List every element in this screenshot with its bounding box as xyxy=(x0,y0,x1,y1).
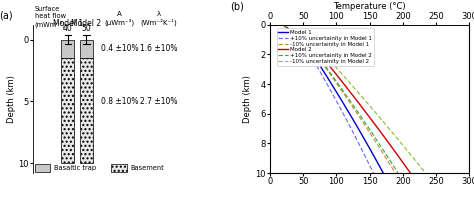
-10% uncertainity in Model 2 xyxy=(358,95,364,97)
Model 1 xyxy=(381,172,386,174)
Model 1 xyxy=(280,23,286,26)
Line: -10% uncertainity in Model 1: -10% uncertainity in Model 1 xyxy=(283,25,395,173)
Model 2 xyxy=(388,145,394,147)
-10% uncertainity in Model 1 xyxy=(376,145,382,147)
Model 1 xyxy=(378,168,384,171)
X-axis label: Temperature (°C): Temperature (°C) xyxy=(333,2,406,11)
-10% uncertainity in Model 1 xyxy=(343,95,348,97)
Model 1 xyxy=(341,104,347,106)
+10% uncertainity in Model 1 xyxy=(357,145,363,147)
-10% uncertainity in Model 2 xyxy=(280,23,286,26)
Text: Surface
heat flow
(mWm⁻²): Surface heat flow (mWm⁻²) xyxy=(35,6,66,28)
Text: A
(μWm⁻³): A (μWm⁻³) xyxy=(104,11,135,26)
+10% uncertainity in Model 2 xyxy=(393,168,399,171)
+10% uncertainity in Model 2 xyxy=(356,112,361,114)
-10% uncertainity in Model 2 xyxy=(420,168,426,171)
Y-axis label: Depth (km): Depth (km) xyxy=(7,75,16,123)
-10% uncertainity in Model 2 xyxy=(423,172,428,174)
Text: 50: 50 xyxy=(82,24,91,33)
Model 2 xyxy=(350,94,356,96)
+10% uncertainity in Model 1 xyxy=(280,23,286,26)
Bar xyxy=(35,164,50,172)
-10% uncertainity in Model 2 xyxy=(373,112,379,114)
Bar xyxy=(80,40,93,58)
+10% uncertainity in Model 1 xyxy=(331,95,337,97)
Text: Basement: Basement xyxy=(130,165,164,171)
+10% uncertainity in Model 1 xyxy=(336,104,341,106)
+10% uncertainity in Model 2 xyxy=(395,172,401,174)
Line: +10% uncertainity in Model 1: +10% uncertainity in Model 1 xyxy=(283,25,374,173)
Y-axis label: Depth (km): Depth (km) xyxy=(244,75,253,123)
Line: Model 1: Model 1 xyxy=(283,25,383,173)
+10% uncertainity in Model 1 xyxy=(371,172,376,174)
Model 2 xyxy=(357,104,363,106)
+10% uncertainity in Model 2 xyxy=(378,145,383,147)
Legend: Model 1, +10% uncertainity in Model 1, -10% uncertainity in Model 1, Model 2, +1: Model 1, +10% uncertainity in Model 1, -… xyxy=(277,28,374,66)
Text: λ
(Wm⁻²K⁻¹): λ (Wm⁻²K⁻¹) xyxy=(140,11,177,26)
-10% uncertainity in Model 1 xyxy=(354,112,360,114)
-10% uncertainity in Model 2 xyxy=(401,145,407,147)
Bar xyxy=(61,58,74,163)
Text: 0.8 ±10%: 0.8 ±10% xyxy=(100,97,138,106)
Model 1 xyxy=(365,145,371,147)
+10% uncertainity in Model 2 xyxy=(350,104,356,106)
-10% uncertainity in Model 1 xyxy=(390,168,396,171)
+10% uncertainity in Model 1 xyxy=(369,168,374,171)
Text: Basaltic trap: Basaltic trap xyxy=(54,165,96,171)
Text: Model 1: Model 1 xyxy=(53,19,82,28)
Bar xyxy=(61,40,74,58)
+10% uncertainity in Model 2 xyxy=(344,95,350,97)
Model 1 xyxy=(336,95,342,97)
Model 1 xyxy=(346,112,352,114)
Model 2 xyxy=(405,168,410,171)
-10% uncertainity in Model 1 xyxy=(392,172,398,174)
-10% uncertainity in Model 1 xyxy=(342,94,347,96)
-10% uncertainity in Model 1 xyxy=(280,23,286,26)
Model 2 xyxy=(350,95,356,97)
Line: +10% uncertainity in Model 2: +10% uncertainity in Model 2 xyxy=(283,25,398,173)
-10% uncertainity in Model 1 xyxy=(348,104,354,106)
+10% uncertainity in Model 1 xyxy=(330,94,336,96)
Text: 1.6 ±10%: 1.6 ±10% xyxy=(140,44,177,53)
Model 2 xyxy=(408,172,413,174)
Text: 2.7 ±10%: 2.7 ±10% xyxy=(140,97,177,106)
Text: 40: 40 xyxy=(63,24,73,33)
Model 2 xyxy=(364,112,369,114)
Text: (a): (a) xyxy=(0,11,12,21)
Model 2 xyxy=(280,23,286,26)
Model 1 xyxy=(336,94,341,96)
-10% uncertainity in Model 2 xyxy=(358,94,364,96)
+10% uncertainity in Model 2 xyxy=(280,23,286,26)
Line: Model 2: Model 2 xyxy=(283,25,410,173)
Text: 0.4 ±10%: 0.4 ±10% xyxy=(100,44,138,53)
Bar xyxy=(111,164,127,172)
Line: -10% uncertainity in Model 2: -10% uncertainity in Model 2 xyxy=(283,25,426,173)
+10% uncertainity in Model 1 xyxy=(340,112,346,114)
Text: (b): (b) xyxy=(230,2,244,12)
-10% uncertainity in Model 2 xyxy=(366,104,372,106)
Text: Model 2: Model 2 xyxy=(72,19,101,28)
+10% uncertainity in Model 2 xyxy=(343,94,349,96)
Bar xyxy=(80,58,93,163)
